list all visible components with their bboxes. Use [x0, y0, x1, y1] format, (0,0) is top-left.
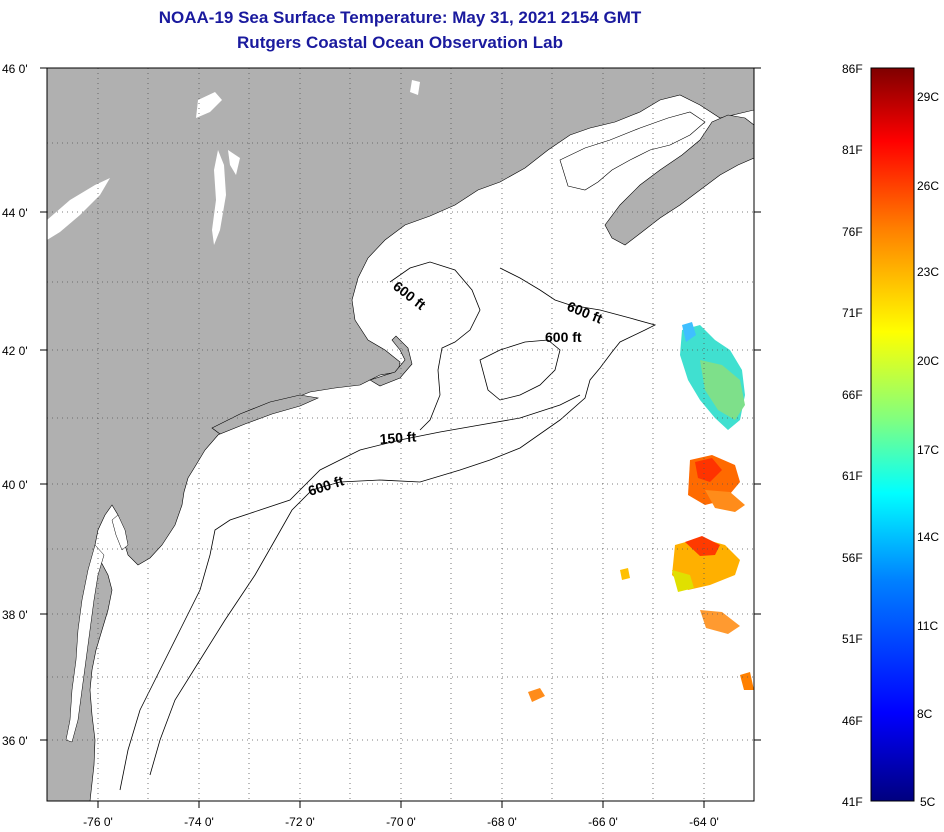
- colorbar-c-label: 20C: [917, 354, 939, 368]
- map-subtitle: Rutgers Coastal Ocean Observation Lab: [237, 33, 563, 52]
- lake-champlain: [212, 150, 226, 245]
- contour-600ft-shelf: [149, 267, 657, 776]
- colorbar-f-label: 41F: [842, 795, 863, 809]
- contour-150ft: [119, 394, 581, 791]
- colorbar-f-label: 56F: [842, 551, 863, 565]
- map-ticks: [40, 67, 761, 808]
- colorbar-c-label: 26C: [917, 179, 939, 193]
- colorbar: [870, 67, 915, 802]
- moosehead-lake: [196, 92, 222, 118]
- colorbar-f-label: 81F: [842, 143, 863, 157]
- colorbar-c-label: 5C: [920, 795, 936, 809]
- landmass-long-island: [211, 394, 320, 435]
- colorbar-c-label: 23C: [917, 265, 939, 279]
- colorbar-c-label: 11C: [917, 619, 938, 633]
- lake-small-2: [228, 150, 240, 175]
- colorbar-f-label: 51F: [842, 632, 863, 646]
- lat-label: 44 0': [2, 206, 28, 220]
- lat-label: 38 0': [2, 608, 28, 622]
- lon-label: -72 0': [285, 815, 315, 829]
- map-title: NOAA-19 Sea Surface Temperature: May 31,…: [158, 8, 642, 27]
- bay-of-fundy: [559, 111, 706, 191]
- colorbar-c-label: 17C: [917, 443, 939, 457]
- colorbar-c-label: 29C: [917, 90, 939, 104]
- lon-label: -66 0': [588, 815, 618, 829]
- chesapeake-bay: [65, 544, 105, 743]
- lat-label: 42 0': [2, 344, 28, 358]
- colorbar-c-label: 8C: [917, 707, 933, 721]
- colorbar-f-label: 61F: [842, 469, 863, 483]
- lake-ontario-edge: [47, 178, 110, 240]
- contour-600ft-gulf-maine: [389, 261, 481, 431]
- lake-small-1: [410, 80, 420, 95]
- lon-label: -70 0': [386, 815, 416, 829]
- colorbar-f-label: 46F: [842, 714, 863, 728]
- contour-label: 600 ft: [545, 329, 582, 345]
- colorbar-f-label: 71F: [842, 306, 863, 320]
- delaware-bay: [111, 514, 129, 551]
- colorbar-f-label: 86F: [842, 62, 863, 76]
- colorbar-c-label: 14C: [917, 530, 939, 544]
- georges-bank-contour: [479, 339, 561, 401]
- landmass-nova-scotia: [604, 114, 754, 246]
- lon-label: -68 0': [487, 815, 517, 829]
- map-graticule: [47, 68, 754, 801]
- sst-data-patches: [528, 322, 754, 702]
- lat-label: 46 0': [2, 62, 28, 76]
- colorbar-f-label: 66F: [842, 388, 863, 402]
- lon-label: -76 0': [83, 815, 113, 829]
- lat-label: 40 0': [2, 478, 28, 492]
- colorbar-f-label: 76F: [842, 225, 863, 239]
- lat-label: 36 0': [2, 734, 28, 748]
- contour-label: 150 ft: [379, 428, 417, 447]
- landmass-cape-cod: [369, 335, 413, 387]
- lon-label: -64 0': [689, 815, 719, 829]
- lon-label: -74 0': [184, 815, 214, 829]
